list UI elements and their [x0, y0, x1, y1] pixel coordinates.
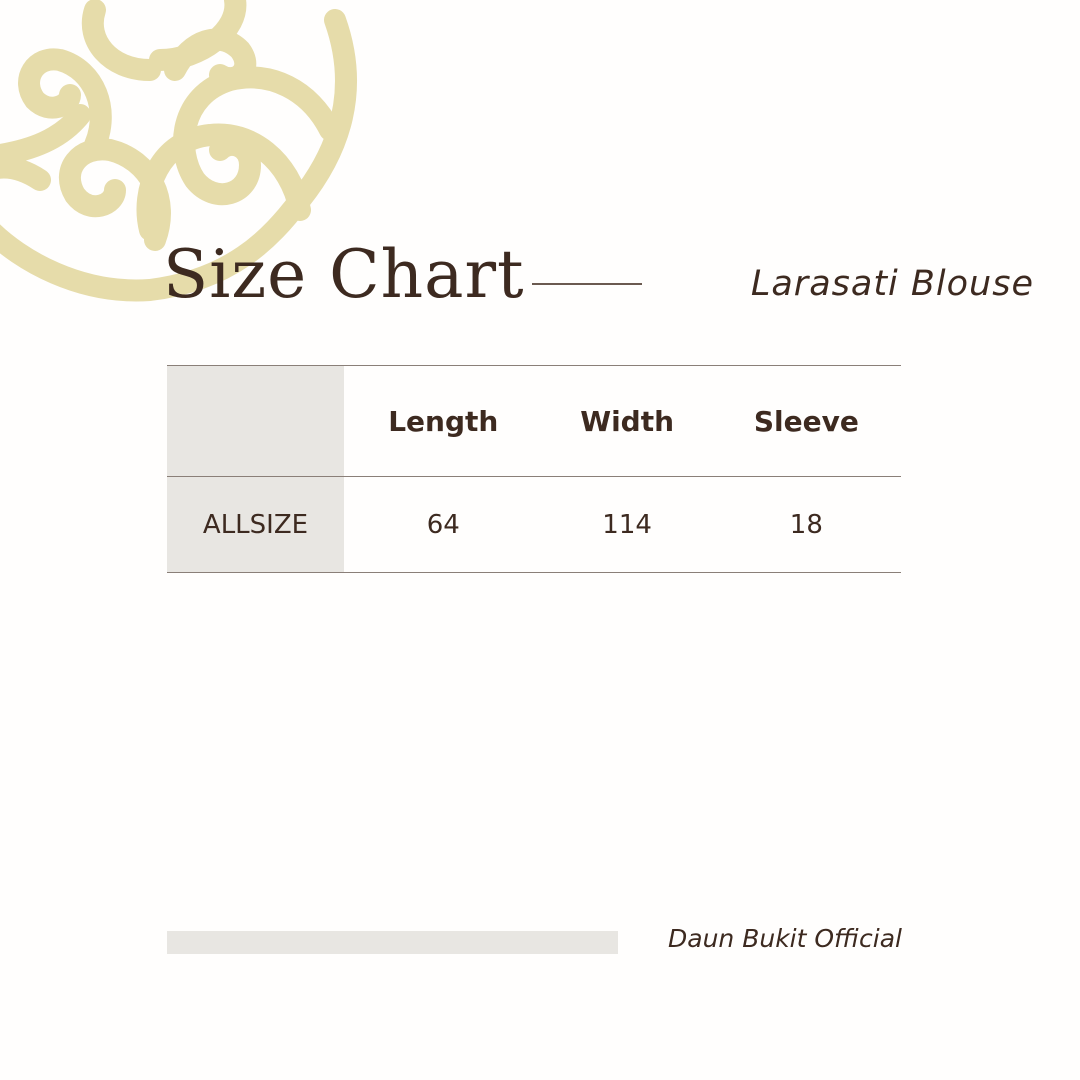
size-table: Length Width Sleeve ALLSIZE 64 114 18 [167, 365, 901, 573]
page-title: Size Chart [163, 236, 525, 313]
length-value: 64 [426, 509, 460, 540]
sleeve-value: 18 [789, 509, 823, 540]
size-label: ALLSIZE [167, 476, 344, 573]
footer-bar [167, 931, 618, 954]
header-length: Length [388, 404, 499, 438]
width-value: 114 [602, 509, 652, 540]
table-row: ALLSIZE 64 114 18 [167, 476, 901, 573]
header-width: Width [580, 404, 675, 438]
header-sleeve: Sleeve [753, 404, 859, 438]
title-divider [532, 283, 642, 285]
product-name: Larasati Blouse [750, 264, 1034, 304]
swirl-ornament [0, 0, 357, 302]
header-corner [167, 365, 344, 477]
table-header-row: Length Width Sleeve [167, 365, 901, 477]
brand-name: Daun Bukit Official [668, 924, 902, 953]
